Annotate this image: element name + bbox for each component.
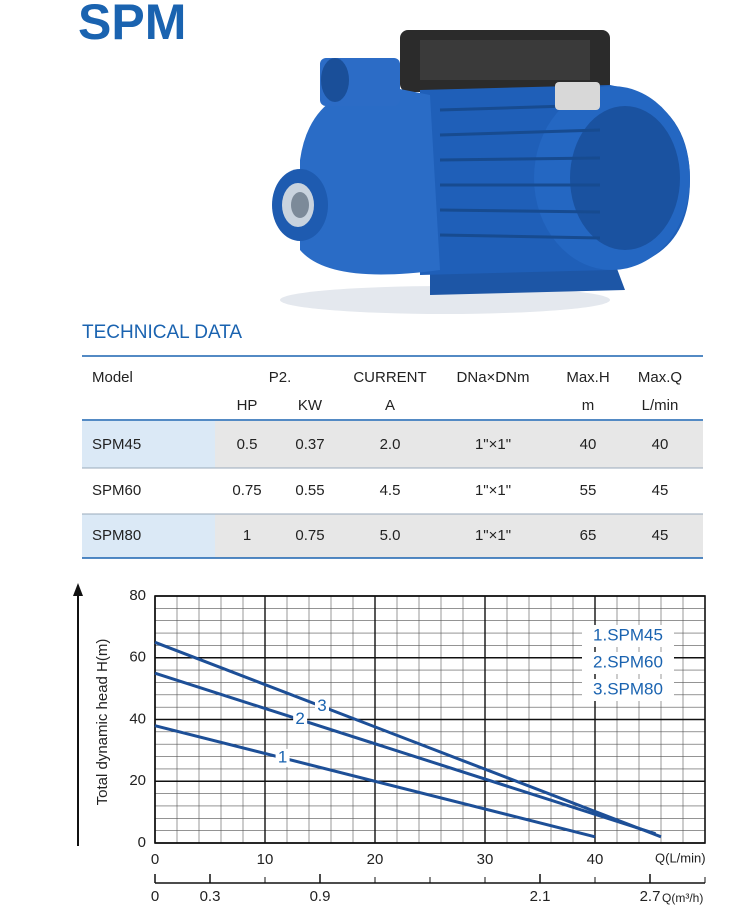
table-cell: 40	[652, 436, 669, 453]
y-tick-label: 40	[129, 710, 146, 727]
table-cell: 0.75	[295, 527, 324, 544]
table-subheader: KW	[298, 397, 323, 414]
legend-entry: 1.SPM45	[593, 625, 663, 644]
x2-axis-label: Q(m³/h)	[662, 891, 703, 905]
table-cell: 40	[580, 436, 597, 453]
table-subheader: m	[582, 397, 595, 414]
legend-entry: 2.SPM60	[593, 652, 663, 671]
table-cell: 0.55	[295, 482, 324, 499]
x2-tick-label: 2.1	[530, 888, 551, 905]
table-cell: 0.75	[232, 482, 261, 499]
legend-bg	[582, 679, 674, 701]
table-cell: 4.5	[380, 482, 401, 499]
table-cell: SPM80	[92, 527, 141, 544]
table-header: Max.H	[566, 369, 609, 386]
y-tick-label: 60	[129, 649, 146, 666]
table-cell: 2.0	[380, 436, 401, 453]
series-label-bg	[314, 697, 329, 716]
series-label-bg	[275, 748, 290, 767]
x2-tick-label: 0.3	[200, 888, 221, 905]
table-header: CURRENT	[353, 369, 426, 386]
y-tick-label: 0	[138, 834, 146, 851]
table-cell: SPM45	[92, 436, 141, 453]
table-cell: 1	[243, 527, 251, 544]
table-frame	[82, 355, 703, 559]
table-cell: 0.37	[295, 436, 324, 453]
series-label-bg	[293, 710, 308, 729]
y-axis-arrow	[73, 583, 83, 846]
series-label: 2	[295, 709, 304, 728]
table-cell: 1"×1"	[475, 436, 511, 453]
page-title: SPM	[78, 0, 186, 50]
table-header: Max.Q	[638, 369, 682, 386]
y-axis-label: Total dynamic head H(m)	[94, 639, 111, 806]
table-cell: SPM60	[92, 482, 141, 499]
x2-tick-label: 0.9	[310, 888, 331, 905]
series-line	[154, 671, 656, 836]
series-line	[154, 724, 596, 839]
table-cell: 1"×1"	[475, 527, 511, 544]
table-subheader: A	[385, 397, 395, 414]
x-axis-label: Q(L/min)	[655, 850, 706, 865]
table-header: Model	[92, 369, 133, 386]
table-subheader: HP	[237, 397, 258, 414]
plot-frame	[154, 595, 706, 844]
series-label: 1	[278, 747, 287, 766]
y-tick-label: 20	[129, 772, 146, 789]
x-tick-label: 40	[587, 851, 604, 868]
x2-tick-label: 0	[151, 888, 159, 905]
x-tick-label: 30	[477, 851, 494, 868]
table-cell: 55	[580, 482, 597, 499]
x-tick-label: 20	[367, 851, 384, 868]
series-label: 3	[317, 696, 326, 715]
series-line	[154, 640, 662, 839]
x-tick-label: 10	[257, 851, 274, 868]
table-cell: 1"×1"	[475, 482, 511, 499]
table-header: P2.	[269, 369, 292, 386]
table-cell: 45	[652, 527, 669, 544]
x-tick-label: 0	[151, 851, 159, 868]
section-title: TECHNICAL DATA	[82, 322, 242, 343]
table-header: DNa×DNm	[457, 369, 530, 386]
pump-image	[272, 30, 690, 314]
legend-entry: 3.SPM80	[593, 679, 663, 698]
y-tick-label: 80	[129, 587, 146, 604]
table-cell: 5.0	[380, 527, 401, 544]
table-cell: 0.5	[237, 436, 258, 453]
x2-tick-label: 2.7	[640, 888, 661, 905]
legend-bg	[582, 652, 674, 674]
table-cell: 45	[652, 482, 669, 499]
table-subheader: L/min	[642, 397, 679, 414]
legend-bg	[582, 625, 674, 647]
table-cell: 65	[580, 527, 597, 544]
